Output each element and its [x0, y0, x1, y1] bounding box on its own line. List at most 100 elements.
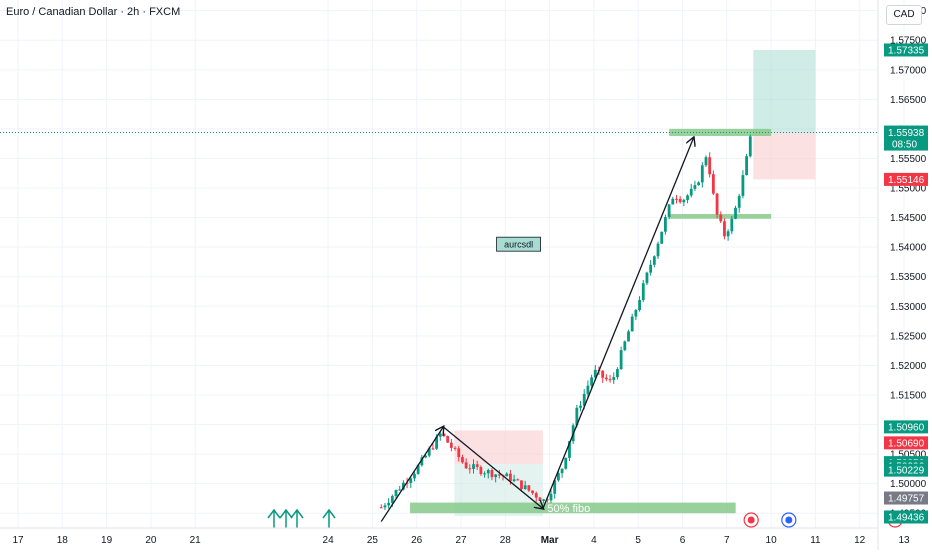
candle-up — [579, 405, 582, 408]
candle-down — [675, 198, 678, 200]
price-label-bg — [884, 510, 928, 524]
candle-down — [723, 221, 726, 237]
price-label-text: 1.50960 — [888, 422, 925, 433]
price-tick-label: 1.53500 — [890, 272, 927, 283]
candle-up — [638, 300, 641, 311]
candle-down — [715, 193, 719, 215]
date-tick-label: 21 — [190, 535, 202, 546]
currency-button[interactable]: CAD — [886, 5, 922, 25]
price-label-badge: 1.50690 — [884, 436, 928, 450]
candle-down — [608, 379, 612, 381]
candle-down — [604, 377, 608, 380]
date-tick-label: 13 — [898, 535, 910, 546]
candle-up — [590, 377, 594, 386]
candle-up — [564, 457, 568, 469]
candle-up — [420, 457, 424, 466]
price-label-bg — [884, 172, 928, 186]
candle-down — [446, 436, 450, 443]
price-tick-label: 1.52500 — [890, 331, 927, 342]
candle-down — [534, 493, 538, 498]
candle-up — [730, 218, 734, 232]
candle-up — [435, 436, 439, 449]
candle-down — [475, 464, 479, 468]
date-tick-label: 12 — [854, 535, 866, 546]
candle-up — [623, 341, 627, 351]
price-label-badge: 1.49757 — [884, 491, 928, 505]
price-tick-label: 1.56500 — [890, 95, 927, 106]
candle-up — [560, 468, 564, 474]
candle-up — [486, 470, 490, 474]
price-label-bg — [884, 420, 928, 434]
candle-up — [748, 136, 752, 157]
price-label-bg — [884, 436, 928, 450]
candle-down — [464, 462, 468, 469]
candle-up — [402, 482, 405, 490]
candle-up — [649, 264, 653, 273]
chart-title: Euro / Canadian Dollar · 2h · FXCM — [6, 6, 181, 18]
candle-down — [457, 448, 461, 458]
candle-up — [704, 157, 708, 166]
candle-up — [616, 369, 619, 378]
candle-up — [671, 198, 675, 205]
candle-up — [664, 217, 667, 232]
price-label-text: 1.50229 — [888, 466, 925, 477]
candle-up — [472, 464, 475, 469]
event-icon-dot — [747, 516, 755, 524]
long-stop-loss-zone — [753, 132, 816, 180]
candle-up — [660, 231, 664, 244]
candle-up — [734, 207, 737, 219]
bottom-up-arrows — [267, 508, 336, 528]
candle-up — [556, 473, 560, 481]
candle-up — [568, 441, 571, 458]
arrow-up-leg-1 — [380, 427, 443, 522]
candle-down — [545, 499, 549, 501]
green-arrow-icon — [322, 508, 336, 528]
date-tick-label: Mar — [541, 535, 559, 546]
price-tick-label: 1.55500 — [890, 154, 927, 165]
price-tick-label: 1.57000 — [890, 65, 927, 76]
candle-up — [549, 493, 553, 501]
time-axis: 17181920212425262728Mar45671011121314 — [12, 535, 910, 546]
price-tick-label: 1.51500 — [890, 390, 927, 401]
candle-up — [627, 331, 630, 342]
candle-down — [538, 497, 542, 501]
candle-up — [586, 385, 590, 394]
date-tick-label: 18 — [57, 535, 69, 546]
candle-down — [601, 370, 605, 378]
candle-up — [512, 479, 516, 482]
candle-up — [575, 407, 579, 426]
date-tick-label: 19 — [101, 535, 113, 546]
date-tick-label: 4 — [591, 535, 597, 546]
last-price-bg — [884, 125, 928, 151]
price-label-badge: 1.57335 — [884, 43, 928, 57]
candle-down — [431, 448, 435, 450]
price-tick-label: 1.50500 — [890, 450, 927, 461]
event-icon-dot — [785, 516, 793, 524]
candle-up — [737, 195, 741, 208]
candle-down — [527, 485, 531, 491]
candle-up — [553, 480, 557, 494]
candle-up — [686, 195, 689, 200]
candle-up — [700, 165, 704, 183]
price-label-badge: 1.50960 — [884, 420, 928, 434]
date-tick-label: 5 — [635, 535, 641, 546]
fibo-band — [410, 502, 736, 514]
candle-down — [379, 507, 383, 509]
candle-down — [497, 474, 501, 476]
candle-down — [490, 470, 494, 478]
candle-up — [619, 350, 623, 370]
candle-up — [630, 316, 634, 332]
price-axis: 1.580001.575001.570001.565001.560001.555… — [884, 6, 928, 524]
candle-up — [494, 474, 498, 478]
candle-down — [719, 214, 723, 222]
candle-up — [726, 231, 730, 237]
watermark-text: aurcsdl — [504, 240, 533, 250]
date-tick-label: 26 — [411, 535, 423, 546]
candle-down — [509, 473, 512, 482]
candle-up — [741, 175, 745, 196]
price-tick-label: 1.52000 — [890, 361, 927, 372]
candle-up — [693, 185, 697, 189]
candle-down — [468, 468, 472, 470]
